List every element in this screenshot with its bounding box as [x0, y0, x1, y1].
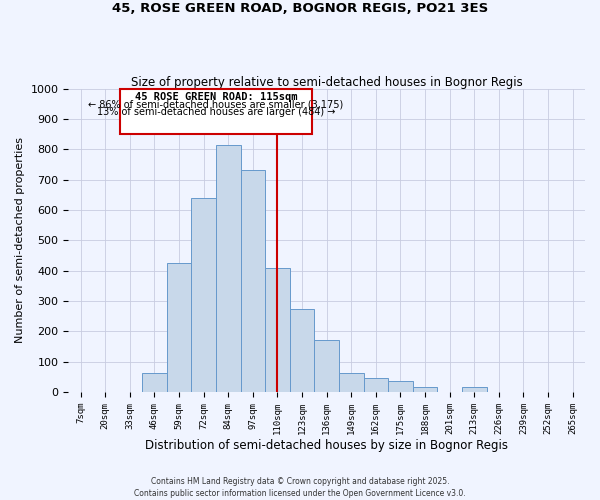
Bar: [167, 263, 191, 392]
Bar: [364, 378, 388, 392]
Text: 13% of semi-detached houses are larger (484) →: 13% of semi-detached houses are larger (…: [97, 108, 335, 118]
Text: ← 86% of semi-detached houses are smaller (3,175): ← 86% of semi-detached houses are smalle…: [88, 100, 344, 110]
Bar: [265, 268, 290, 392]
Text: Contains HM Land Registry data © Crown copyright and database right 2025.
Contai: Contains HM Land Registry data © Crown c…: [134, 476, 466, 498]
Bar: [216, 144, 241, 392]
Bar: [314, 340, 339, 392]
Bar: [339, 373, 364, 392]
Bar: [413, 386, 437, 392]
Y-axis label: Number of semi-detached properties: Number of semi-detached properties: [15, 137, 25, 343]
Bar: [462, 388, 487, 392]
Text: 45 ROSE GREEN ROAD: 115sqm: 45 ROSE GREEN ROAD: 115sqm: [134, 92, 297, 102]
Bar: [290, 308, 314, 392]
Bar: [388, 382, 413, 392]
Bar: [241, 170, 265, 392]
Bar: [142, 373, 167, 392]
Text: 45, ROSE GREEN ROAD, BOGNOR REGIS, PO21 3ES: 45, ROSE GREEN ROAD, BOGNOR REGIS, PO21 …: [112, 2, 488, 16]
X-axis label: Distribution of semi-detached houses by size in Bognor Regis: Distribution of semi-detached houses by …: [145, 440, 508, 452]
FancyBboxPatch shape: [120, 88, 312, 134]
Bar: [191, 198, 216, 392]
Title: Size of property relative to semi-detached houses in Bognor Regis: Size of property relative to semi-detach…: [131, 76, 523, 88]
